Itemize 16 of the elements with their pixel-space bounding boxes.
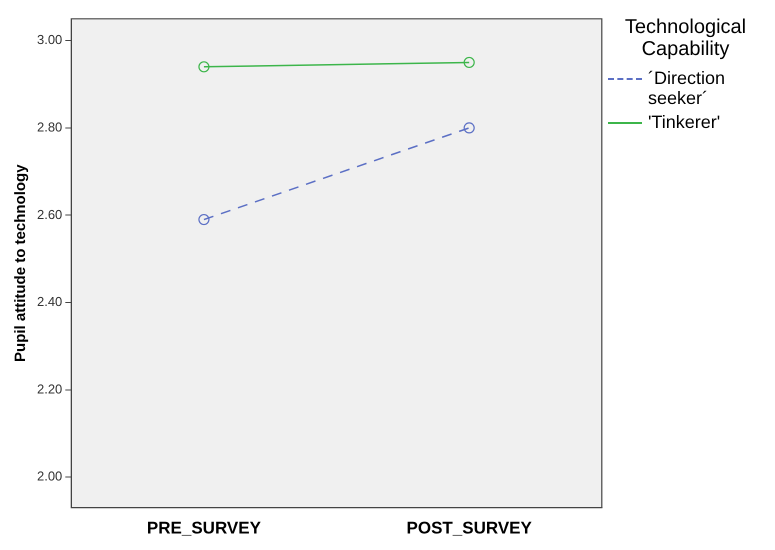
legend-label: ´Direction seeker´ <box>648 68 726 108</box>
point <box>464 56 475 68</box>
legend-label: 'Tinkerer' <box>648 112 720 132</box>
y-tick-label: 2.80 <box>36 119 62 134</box>
legend-title: Technological Capability <box>624 16 748 60</box>
point <box>198 214 210 226</box>
point <box>198 61 210 72</box>
y-tick-label: 2.60 <box>36 206 62 222</box>
y-tick-label: 2.00 <box>36 468 62 484</box>
x-tick-label: PRE_SURVEY <box>146 518 262 538</box>
y-tick-label: 2.20 <box>36 381 62 396</box>
point <box>464 122 475 134</box>
y-axis-title: Pupil attitude to technology <box>12 164 30 362</box>
x-tick-label: POST_SURVEY <box>406 518 533 538</box>
y-tick-label: 3.00 <box>36 32 62 48</box>
y-tick-label: 2.40 <box>36 294 62 310</box>
